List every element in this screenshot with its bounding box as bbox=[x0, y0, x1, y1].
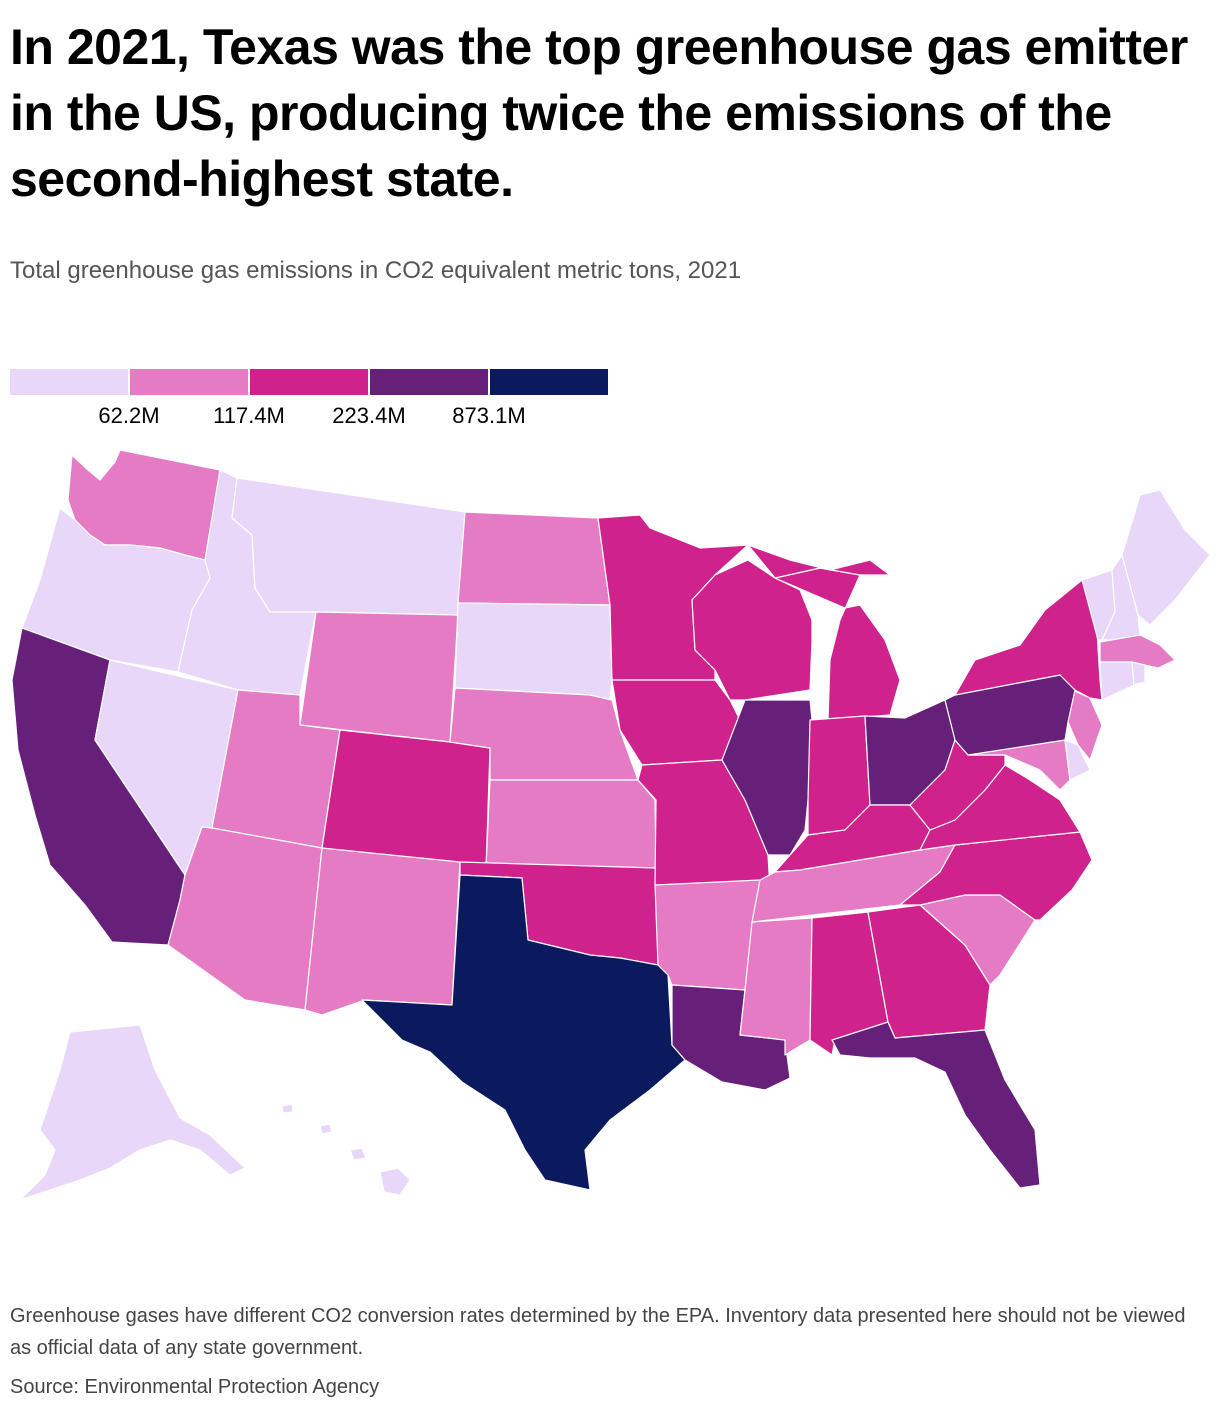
legend-threshold-0: 62.2M bbox=[98, 403, 160, 428]
legend-threshold-2: 223.4M bbox=[332, 403, 406, 428]
state-south-dakota[interactable] bbox=[454, 602, 613, 701]
state-arkansas[interactable] bbox=[654, 879, 761, 991]
source-note: Source: Environmental Protection Agency bbox=[10, 1376, 380, 1398]
state-north-carolina[interactable] bbox=[899, 831, 1093, 921]
state-rhode-island[interactable] bbox=[1131, 661, 1146, 686]
legend-threshold-1: 117.4M bbox=[213, 403, 285, 428]
us-choropleth-map bbox=[11, 449, 1211, 1201]
legend-swatch-4 bbox=[490, 369, 608, 395]
state-west-virginia[interactable] bbox=[909, 739, 1006, 831]
state-kansas[interactable] bbox=[485, 779, 657, 869]
legend-swatch-3 bbox=[370, 369, 488, 395]
legend-swatch-1 bbox=[130, 369, 248, 395]
subtitle: Total greenhouse gas emissions in CO2 eq… bbox=[10, 257, 742, 284]
state-new-mexico[interactable] bbox=[304, 847, 461, 1016]
state-maine[interactable] bbox=[1121, 489, 1211, 626]
state-north-dakota[interactable] bbox=[457, 511, 611, 606]
footnote: Greenhouse gases have different CO2 conv… bbox=[10, 1305, 1186, 1359]
state-hawaii[interactable] bbox=[379, 1167, 411, 1196]
state-delaware[interactable] bbox=[1064, 739, 1091, 781]
state-hawaii-maui[interactable] bbox=[349, 1147, 367, 1161]
state-colorado[interactable] bbox=[321, 729, 491, 871]
state-montana[interactable] bbox=[231, 477, 466, 616]
state-wisconsin[interactable] bbox=[691, 559, 813, 701]
state-wyoming[interactable] bbox=[299, 611, 459, 743]
state-michigan-upper[interactable] bbox=[747, 544, 891, 579]
legend-threshold-3: 873.1M bbox=[452, 403, 526, 428]
state-mississippi[interactable] bbox=[739, 917, 813, 1056]
state-texas[interactable] bbox=[361, 874, 686, 1191]
legend-swatch-0 bbox=[10, 369, 128, 395]
state-hawaii-kauai[interactable] bbox=[281, 1103, 294, 1114]
headline: In 2021, Texas was the top greenhouse ga… bbox=[10, 19, 1188, 207]
legend-swatch-2 bbox=[250, 369, 368, 395]
state-alaska[interactable] bbox=[19, 1024, 246, 1201]
state-illinois[interactable] bbox=[721, 699, 813, 856]
color-legend: 62.2M 117.4M 223.4M 873.1M bbox=[10, 369, 610, 429]
state-florida[interactable] bbox=[831, 1021, 1041, 1189]
state-hawaii-oahu[interactable] bbox=[319, 1123, 333, 1135]
state-connecticut[interactable] bbox=[1099, 661, 1135, 701]
